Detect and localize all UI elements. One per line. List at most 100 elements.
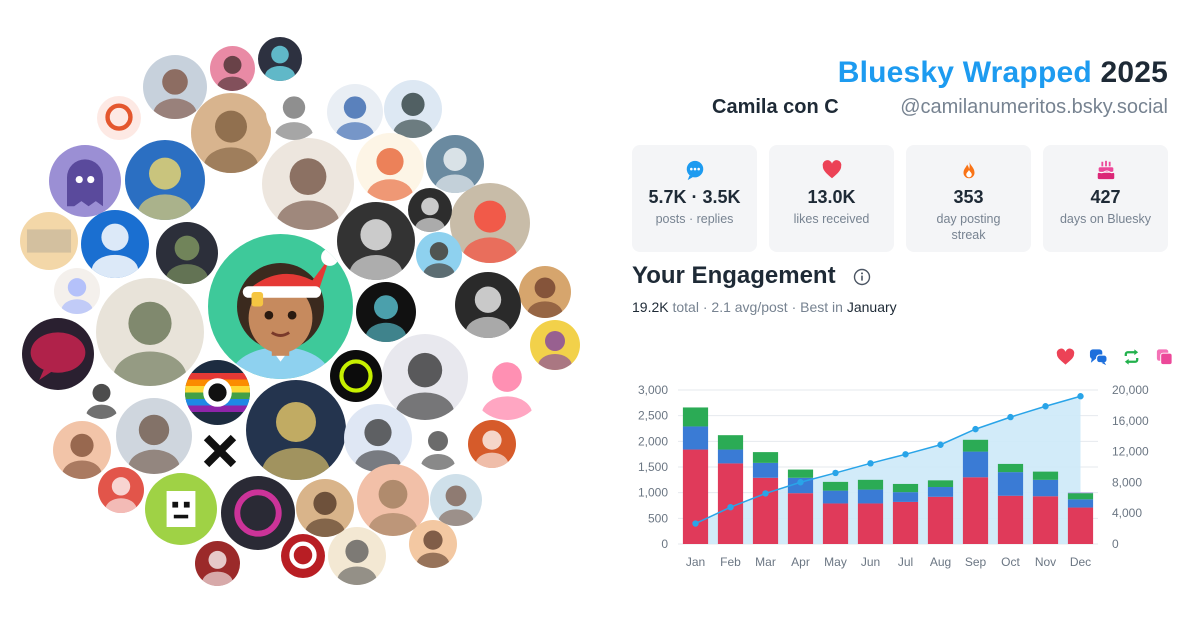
cumulative-point (1042, 403, 1049, 410)
quote-icon[interactable] (1155, 348, 1174, 366)
avatar (281, 534, 325, 578)
avatar (246, 380, 346, 480)
avatar (20, 212, 78, 270)
speech-bubble-icon (686, 160, 703, 181)
avatar (81, 210, 149, 278)
stat-value: 13.0K (807, 187, 856, 207)
bar-segment (857, 489, 884, 504)
x-tick-label: Aug (930, 555, 951, 569)
avatar-image (409, 520, 457, 568)
avatar-image (266, 84, 322, 140)
avatar (409, 520, 457, 568)
avatar (79, 374, 124, 419)
avatar (97, 96, 141, 140)
heart-icon[interactable] (1056, 348, 1075, 366)
flame-icon (963, 160, 974, 179)
bar-segment (752, 462, 779, 478)
bar-segment (927, 487, 954, 497)
avatar (530, 320, 580, 370)
avatar (96, 278, 204, 386)
replies-icon[interactable] (1089, 348, 1108, 366)
avatar-image (96, 278, 204, 386)
avatar-image (208, 234, 353, 379)
bar-segment (1067, 507, 1094, 544)
avatar-image (54, 268, 100, 314)
avatar (416, 232, 462, 278)
avatar (470, 346, 544, 420)
avatar-image (281, 534, 325, 578)
avatar-image (210, 46, 255, 91)
bar-segment (752, 477, 779, 544)
avatar (330, 350, 382, 402)
bar-segment (892, 483, 919, 493)
avatar (22, 318, 94, 390)
x-tick-label: Dec (1070, 555, 1091, 569)
avatar (344, 404, 412, 472)
y-tick-label-left: 500 (648, 511, 668, 525)
cumulative-point (867, 460, 874, 467)
bar-segment (787, 493, 814, 544)
bar-segment (857, 503, 884, 544)
info-icon[interactable] (853, 268, 871, 286)
avatar (337, 202, 415, 280)
repost-icon[interactable] (1122, 348, 1141, 366)
x-tick-label: May (824, 555, 847, 569)
y-tick-label-right: 4,000 (1112, 506, 1142, 520)
stat-value: 427 (1090, 187, 1121, 207)
avatar (356, 282, 416, 342)
cumulative-point (1007, 413, 1014, 421)
avatar-image (97, 96, 141, 140)
avatar-image (382, 334, 468, 420)
y-tick-label-left: 3,000 (638, 383, 668, 397)
bar-segment (822, 481, 849, 491)
bar-segment (717, 449, 744, 464)
bar-segment (717, 435, 744, 450)
avatar-cluster (20, 37, 580, 586)
avatar (382, 334, 468, 420)
chart-legend (1056, 348, 1174, 366)
avatar-image (356, 133, 424, 201)
avatar-image (79, 374, 124, 419)
x-tick-label: Mar (755, 555, 776, 569)
stat-card-days: 427 days on Bluesky (1043, 145, 1168, 252)
stat-card-likes: 13.0K likes received (769, 145, 894, 252)
stat-value: 353 (953, 187, 984, 207)
avatar-image (191, 93, 271, 173)
avatar (195, 541, 240, 586)
brand-title: Bluesky Wrapped (837, 56, 1092, 89)
bar-segment (892, 492, 919, 502)
avatar (356, 133, 424, 201)
separator: · (702, 299, 708, 315)
avatar (328, 527, 386, 585)
cake-icon (1097, 160, 1114, 180)
avatar-image (450, 183, 530, 263)
avatar (519, 266, 571, 318)
avatar-image (125, 140, 205, 220)
avatar-image (530, 320, 580, 370)
cumulative-point (902, 451, 909, 458)
avatar-image (49, 145, 121, 217)
display-name: Camila con C (712, 96, 839, 118)
avatar (327, 84, 383, 140)
avatar-image (22, 318, 94, 390)
stat-label: day posting streak (936, 212, 1001, 242)
cumulative-point (937, 441, 944, 448)
cumulative-point (1077, 393, 1084, 400)
x-tick-label: Jan (686, 555, 705, 569)
cumulative-point (972, 425, 979, 433)
bar-segment (962, 477, 989, 544)
avatar-image (195, 541, 240, 586)
avatar (156, 222, 218, 284)
avatar-image (156, 222, 218, 284)
bar-segment (997, 495, 1024, 544)
x-tick-label: Nov (1035, 555, 1056, 569)
x-tick-label: Jul (898, 555, 913, 569)
avatar-image (221, 476, 295, 550)
engagement-summary: 19.2K total · 2.1 avg/post · Best in Jan… (632, 299, 897, 315)
heart-icon (822, 160, 841, 179)
engagement-heading: Your Engagement (632, 262, 836, 289)
avatar (384, 80, 442, 138)
x-tick-label: Apr (791, 555, 810, 569)
avatar-image (408, 188, 452, 232)
bar-segment (1032, 471, 1059, 480)
